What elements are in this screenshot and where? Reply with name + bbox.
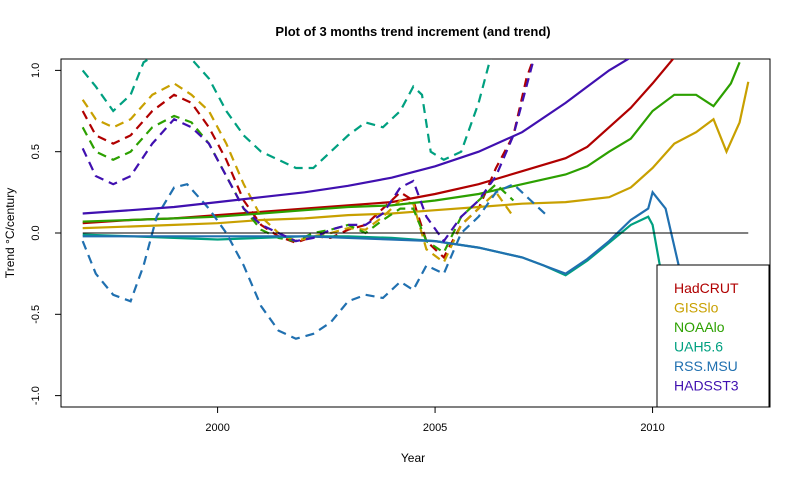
chart-title: Plot of 3 months trend increment (and tr…	[275, 24, 550, 39]
series-uah5-6-trend-line	[82, 215, 680, 407]
y-tick-label: -1.0	[30, 386, 42, 405]
series-noaalo-trend-line	[82, 61, 741, 223]
series-hadsst3-trend-line	[82, 59, 631, 215]
series-noaalo-increment-line	[81, 114, 515, 255]
legend-item-gisslo: GISSlo	[674, 300, 719, 316]
x-tick-label: 2000	[205, 422, 229, 434]
x-axis: 2000 2005 2010	[205, 406, 665, 434]
plot-area	[60, 58, 771, 408]
legend-item-rss-msu: RSS.MSU	[674, 358, 738, 374]
legend-item-noaalo: NOAAlo	[674, 319, 725, 335]
y-axis: -1.0 -0.5 0.0 0.5 1.0	[30, 63, 62, 405]
x-tick-label: 2010	[640, 422, 664, 434]
series-rss-msu-trend-line	[82, 189, 680, 275]
y-tick-label: 1.0	[30, 63, 42, 78]
series-gisslo-increment-line	[81, 82, 515, 264]
y-tick-label: 0.5	[30, 144, 42, 159]
series-hadcrut-trend-line	[82, 59, 675, 225]
x-tick-label: 2005	[423, 422, 447, 434]
series-layer	[81, 59, 750, 407]
legend-item-uah5-6: UAH5.6	[674, 339, 723, 355]
x-axis-label: Year	[401, 451, 425, 465]
series-uah5-6-increment-line	[81, 59, 492, 170]
y-axis-label: Trend °C/century	[3, 188, 17, 278]
y-tick-label: 0.0	[30, 225, 42, 240]
legend-item-hadcrut: HadCRUT	[674, 280, 739, 296]
series-gisslo-trend-line	[82, 81, 750, 230]
series-hadsst3-increment-line	[81, 59, 535, 243]
legend: HadCRUT GISSlo NOAAlo UAH5.6 RSS.MSU HADSST3	[656, 264, 770, 408]
y-tick-label: -0.5	[30, 305, 42, 324]
legend-box	[656, 264, 770, 408]
legend-item-hadsst3: HADSST3	[674, 378, 739, 394]
